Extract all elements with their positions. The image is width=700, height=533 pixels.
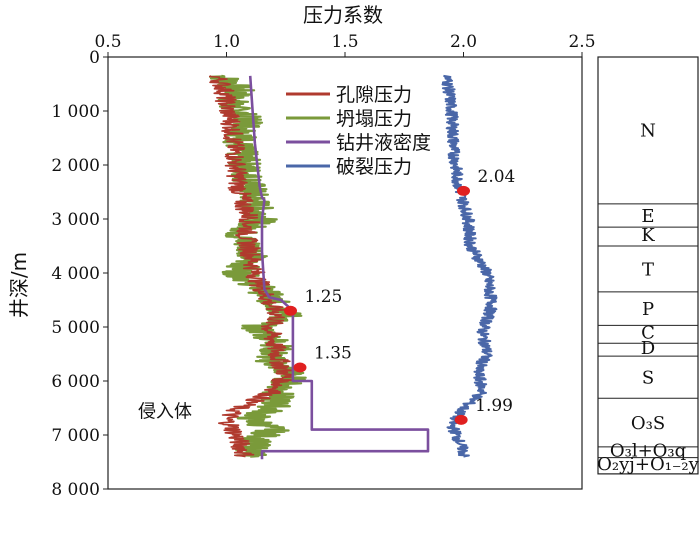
legend-label: 坍塌压力: [336, 108, 412, 130]
strata-label: O₃S: [631, 413, 665, 434]
series-line-0: [209, 75, 294, 458]
legend-label: 孔隙压力: [336, 84, 412, 106]
series-line-3: [441, 74, 498, 458]
y-tick-label: 2 000: [51, 156, 100, 176]
y-axis-ticks: 0 1 000 2 000 3 000 4 000 5 000 6 000 7 000 8 00…: [51, 48, 108, 500]
annotation-label: 2.04: [478, 167, 516, 187]
plot-frame: [107, 56, 583, 490]
y-tick-label: 8 000: [51, 480, 100, 500]
strata-label: S: [642, 368, 654, 389]
x-tick-label: 1.0: [213, 32, 240, 52]
strata-label: E: [641, 206, 654, 227]
series-line-2: [248, 75, 430, 460]
y-tick-label: 5 000: [51, 318, 100, 338]
strata-label: C: [641, 322, 655, 343]
x-tick-label: 2.0: [450, 32, 477, 52]
strata-label: N: [640, 121, 656, 142]
y-tick-label: 7 000: [51, 426, 100, 446]
strata-label: T: [642, 259, 654, 280]
strata-label: O₃l+O₃q: [610, 440, 686, 461]
y-tick-label: 6 000: [51, 372, 100, 392]
annotation-dot: [283, 305, 297, 316]
annotation-markers: 2.04 1.25 1.35 1.99: [283, 167, 516, 425]
annotation-dot: [457, 185, 470, 196]
y-axis-label: 井深/m: [7, 252, 31, 318]
strata-frame: [597, 56, 699, 475]
x-tick-label: 2.5: [568, 32, 595, 52]
y-tick-label: 0: [89, 48, 100, 68]
x-axis-ticks: 0.5 1.0 1.5 2.0 2.5: [94, 32, 596, 57]
strata-label: D: [641, 338, 655, 359]
strata-label: K: [641, 225, 655, 246]
plot-area: [107, 56, 583, 490]
y-tick-label: 1 000: [51, 102, 100, 122]
y-tick-label: 4 000: [51, 264, 100, 284]
x-tick-label: 0.5: [94, 32, 121, 52]
annotation-label: 1.99: [475, 396, 513, 416]
strata-label: O₂yj+O₁₋₂y: [597, 454, 699, 475]
annotation-label: 1.35: [314, 344, 352, 364]
intrusion-label: 侵入体: [138, 402, 192, 423]
y-tick-label: 3 000: [51, 210, 100, 230]
annotation-dot: [454, 414, 468, 425]
strata-label: P: [642, 299, 654, 320]
legend-label: 钻井液密度: [336, 132, 431, 154]
series-group: [209, 74, 498, 460]
annotation-dot: [293, 362, 307, 373]
chart-title: 压力系数: [303, 3, 383, 27]
annotation-label: 1.25: [304, 287, 342, 307]
legend-label: 破裂压力: [336, 156, 412, 178]
x-tick-label: 1.5: [331, 32, 358, 52]
